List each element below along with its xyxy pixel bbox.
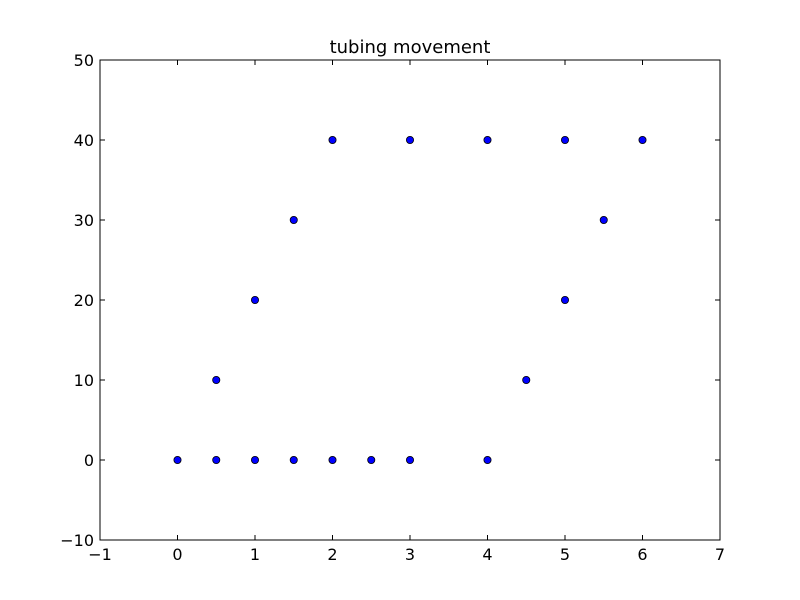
y-tick-label: −10 <box>60 531 94 550</box>
data-point <box>483 135 492 144</box>
data-point <box>405 135 414 144</box>
y-tick-label: 20 <box>74 291 94 310</box>
data-point <box>289 455 298 464</box>
x-tick-label: −1 <box>88 545 112 564</box>
data-point <box>405 455 414 464</box>
data-point <box>250 455 259 464</box>
plot-frame <box>99 59 721 541</box>
data-point <box>638 135 647 144</box>
data-point <box>289 215 298 224</box>
x-tick-label: 7 <box>715 545 725 564</box>
data-point <box>599 215 608 224</box>
data-points <box>173 135 647 464</box>
x-tick-label: 4 <box>482 545 492 564</box>
data-point <box>173 455 182 464</box>
data-point <box>212 455 221 464</box>
x-tick-label: 2 <box>327 545 337 564</box>
x-tick-label: 1 <box>250 545 260 564</box>
y-tick-label: 10 <box>74 371 94 390</box>
y-tick-label: 40 <box>74 131 94 150</box>
chart-title: tubing movement <box>330 37 491 58</box>
x-tick-label: 5 <box>560 545 570 564</box>
x-tick-label: 6 <box>637 545 647 564</box>
data-point <box>561 295 570 304</box>
y-tick-label: 0 <box>84 451 94 470</box>
data-point <box>212 375 221 384</box>
data-point <box>328 135 337 144</box>
data-point <box>250 295 259 304</box>
data-point <box>367 455 376 464</box>
data-point <box>328 455 337 464</box>
data-point <box>483 455 492 464</box>
data-point <box>561 135 570 144</box>
data-point <box>522 375 531 384</box>
y-tick-label: 30 <box>74 211 94 230</box>
y-tick-label: 50 <box>74 51 94 70</box>
x-tick-label: 3 <box>405 545 415 564</box>
x-tick-label: 0 <box>172 545 182 564</box>
